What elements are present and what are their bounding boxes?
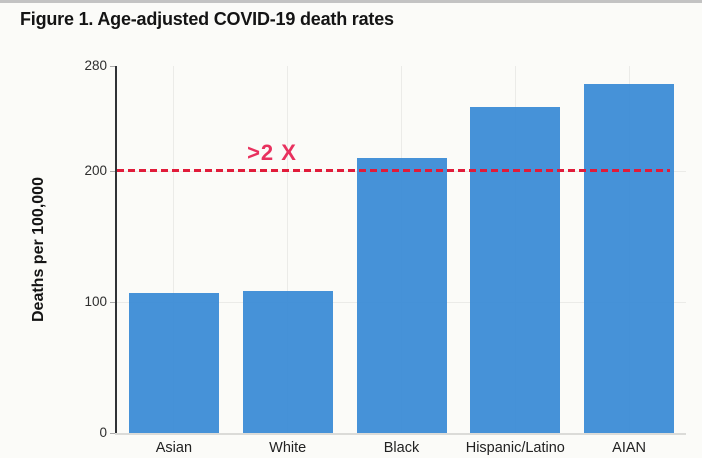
plot-area: 0 100 200 280 Asian White Black Hispanic/Latino… — [0, 3, 702, 458]
bar-aian — [584, 84, 675, 433]
x-axis-line — [115, 433, 686, 435]
x-tick-label: White — [269, 440, 307, 456]
bar-asian — [128, 292, 219, 433]
bar-hispanic-latino — [470, 106, 561, 433]
gridline-vertical — [287, 66, 289, 433]
figure-title: Figure 1. Age-adjusted COVID-19 death ra… — [20, 9, 394, 29]
y-tick-mark — [110, 66, 115, 67]
y-tick-label: 280 — [84, 58, 107, 73]
x-tick-label: Hispanic/Latino — [465, 440, 565, 456]
y-tick-mark — [110, 170, 115, 172]
gridline-vertical — [173, 66, 175, 433]
y-tick-mark — [110, 433, 115, 434]
reference-line — [117, 169, 670, 173]
x-tick-label: AIAN — [612, 440, 647, 456]
reference-annotation: >2 X — [247, 139, 297, 165]
y-tick-mark — [110, 301, 115, 303]
y-tick-label: 200 — [84, 162, 107, 178]
y-tick-label: 0 — [99, 425, 107, 440]
bar-white — [242, 291, 333, 433]
x-tick-label: Asian — [155, 440, 193, 456]
y-tick-label: 100 — [84, 293, 107, 309]
bar-black — [356, 157, 447, 433]
x-tick-label: Black — [383, 440, 420, 456]
y-axis-line — [115, 66, 117, 433]
